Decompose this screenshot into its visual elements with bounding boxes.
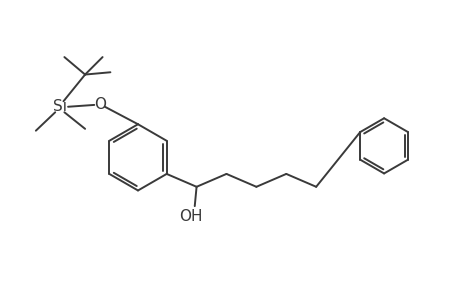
Text: Si: Si: [53, 99, 67, 114]
Text: OH: OH: [179, 209, 202, 224]
Text: O: O: [94, 98, 106, 112]
